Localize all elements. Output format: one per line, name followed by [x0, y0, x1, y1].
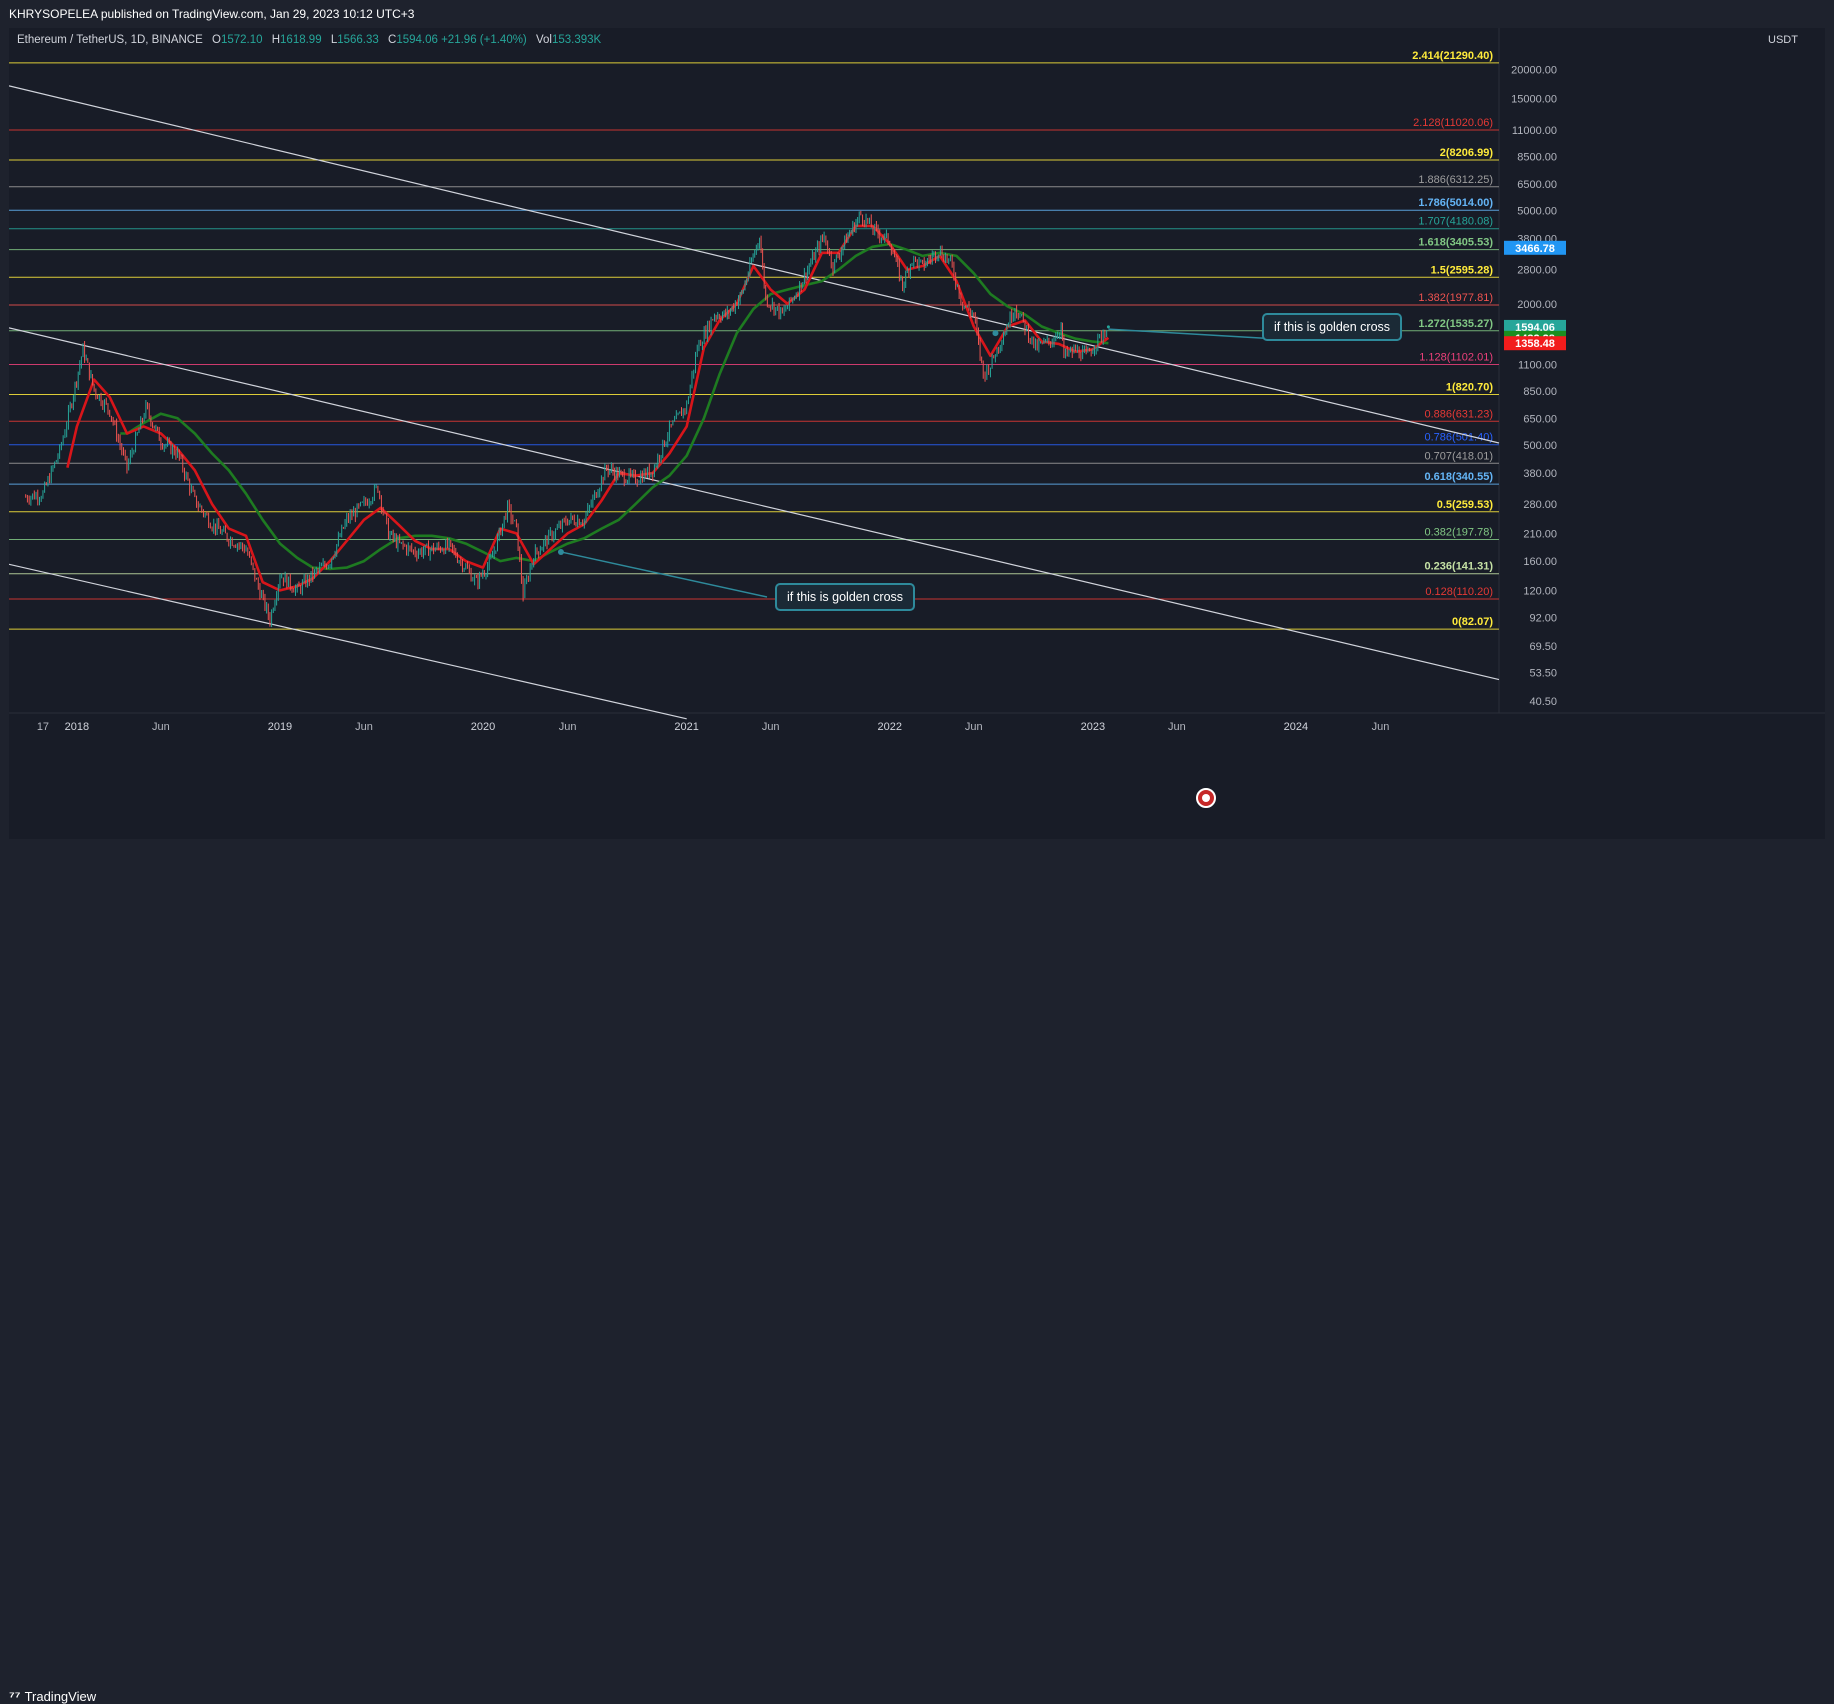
fib-level-label: 1.618(3405.53)	[1418, 237, 1493, 249]
y-tick-label: 120.00	[1523, 585, 1557, 597]
price-tag-box	[1504, 336, 1566, 351]
tradingview-logo[interactable]: ⁷⁷ TradingView	[9, 1688, 96, 1704]
close-label: C	[388, 34, 397, 46]
fib-level-label: 1.5(2595.28)	[1431, 264, 1494, 276]
y-tick-label: 280.00	[1523, 499, 1557, 511]
y-tick-label: 11000.00	[1512, 125, 1557, 137]
y-tick-label: 850.00	[1523, 386, 1557, 398]
axis-currency-label[interactable]: USDT	[1768, 34, 1798, 46]
open-value: 1572.10	[220, 34, 263, 46]
fib-level-label: 0.707(418.01)	[1425, 450, 1494, 462]
y-tick-label: 5000.00	[1517, 205, 1557, 217]
y-tick-label: 92.00	[1529, 612, 1557, 624]
trendline-lower[interactable]	[9, 563, 687, 720]
flag-marker	[1202, 794, 1210, 802]
fib-level-label: 1(820.70)	[1446, 382, 1493, 394]
last-price-point	[1106, 325, 1110, 329]
trendline-upper[interactable]	[9, 85, 1500, 444]
callout-pointer	[560, 551, 768, 598]
y-tick-label: 15000.00	[1511, 94, 1557, 106]
fib-level-label: 0.382(197.78)	[1425, 526, 1494, 538]
y-tick-label: 210.00	[1523, 528, 1557, 540]
chart-canvas[interactable]: 2.414(21290.40) 2.128(11020.06) 2(8206.99)…	[9, 28, 1825, 839]
symbol-title[interactable]: Ethereum / TetherUS, 1D, BINANCE	[17, 34, 203, 46]
y-tick-label: 380.00	[1523, 468, 1557, 480]
callout-text: if this is golden cross	[1274, 320, 1391, 334]
publisher-bar: KHRYSOPELEA published on TradingView.com…	[0, 0, 1834, 28]
ohlc-legend: Ethereum / TetherUS, 1D, BINANCE O1572.1…	[17, 34, 601, 46]
high-label: H	[271, 34, 281, 46]
x-tick-label: 2022	[878, 721, 902, 733]
y-tick-label: 650.00	[1523, 413, 1557, 425]
fib-level-label: 1.786(5014.00)	[1418, 197, 1493, 209]
chart-area[interactable]	[9, 28, 1825, 839]
tv-logo-icon: ⁷⁷	[9, 1688, 21, 1704]
x-tick-label: 2019	[268, 721, 292, 733]
open-label: O	[211, 34, 221, 46]
y-tick-label: 6500.00	[1517, 179, 1557, 191]
fib-level-label: 1.128(1102.01)	[1419, 352, 1493, 364]
y-tick-label: 69.50	[1529, 641, 1557, 653]
fib-level-label: 1.707(4180.08)	[1418, 216, 1493, 228]
fib-level-label: 2(8206.99)	[1440, 147, 1494, 159]
low-value: 1566.33	[337, 34, 379, 46]
fib-level-label: 0.5(259.53)	[1437, 499, 1494, 511]
callout-golden-cross-2022[interactable]: if this is golden cross	[1262, 313, 1403, 341]
y-tick-label: 2000.00	[1517, 299, 1557, 311]
us-flag-event-icon[interactable]	[1196, 788, 1216, 808]
callout-golden-cross-2020[interactable]: if this is golden cross	[775, 583, 916, 611]
fib-level-label: 0.236(141.31)	[1425, 561, 1494, 573]
fib-level-label: 0(82.07)	[1452, 616, 1493, 628]
y-tick-label: 20000.00	[1511, 64, 1557, 76]
x-tick-label: 2018	[65, 721, 89, 733]
publisher-text: KHRYSOPELEA published on TradingView.com…	[9, 7, 415, 21]
ma-slow-line[interactable]	[120, 242, 1109, 571]
x-tick-label: 2023	[1081, 721, 1105, 733]
price-tag-box	[1504, 319, 1566, 334]
x-tick-label: Jun	[559, 721, 577, 733]
x-tick-label: Jun	[762, 721, 780, 733]
y-tick-label: 500.00	[1523, 440, 1557, 452]
y-tick-label: 53.50	[1529, 668, 1557, 680]
price-tag-box	[1504, 240, 1566, 255]
x-tick-label: Jun	[355, 721, 373, 733]
fib-level-label: 0.786(501.40)	[1425, 432, 1494, 444]
close-value: 1594.06	[396, 34, 438, 46]
fib-level-label: 2.128(11020.06)	[1413, 117, 1493, 129]
callout-pointer	[1108, 328, 1278, 340]
fib-level-label: 1.272(1535.27)	[1418, 318, 1493, 330]
x-tick-label: Jun	[1168, 721, 1186, 733]
y-tick-label: 2800.00	[1517, 265, 1557, 277]
x-tick-label: 2020	[471, 721, 495, 733]
y-tick-label: 1100.00	[1518, 360, 1557, 372]
price-tag: 1358.48	[1515, 338, 1555, 350]
trendline-middle[interactable]	[9, 327, 1500, 681]
high-value: 1618.99	[280, 34, 322, 46]
footer-bar: ⁷⁷ TradingView	[0, 839, 1834, 1704]
x-tick-label: Jun	[1372, 721, 1390, 733]
x-tick-label: Jun	[965, 721, 983, 733]
golden-cross-marker[interactable]	[992, 330, 999, 337]
fib-level-label: 0.618(340.55)	[1425, 471, 1494, 483]
price-tag: 3466.78	[1515, 243, 1555, 255]
y-tick-label: 40.50	[1529, 696, 1557, 708]
volume-label: Vol	[535, 34, 552, 46]
callout-text: if this is golden cross	[787, 590, 904, 604]
y-tick-label: 8500.00	[1517, 151, 1557, 163]
x-tick-label: 2024	[1284, 721, 1308, 733]
x-tick-label: Jun	[152, 721, 170, 733]
x-tick-label: 17	[37, 721, 49, 733]
fib-level-label: 0.128(110.20)	[1425, 586, 1493, 598]
x-tick-label: 2021	[674, 721, 698, 733]
fib-level-label: 1.886(6312.25)	[1418, 174, 1493, 186]
fib-level-label: 2.414(21290.40)	[1412, 50, 1493, 62]
y-tick-label: 160.00	[1523, 556, 1557, 568]
volume-value: 153.393K	[551, 34, 602, 46]
change-value: +21.96 (+1.40%)	[441, 34, 527, 46]
tradingview-brand: TradingView	[24, 1688, 97, 1704]
fib-level-label: 1.382(1977.81)	[1418, 292, 1493, 304]
low-label: L	[330, 34, 338, 46]
fib-level-label: 0.886(631.23)	[1425, 408, 1494, 420]
